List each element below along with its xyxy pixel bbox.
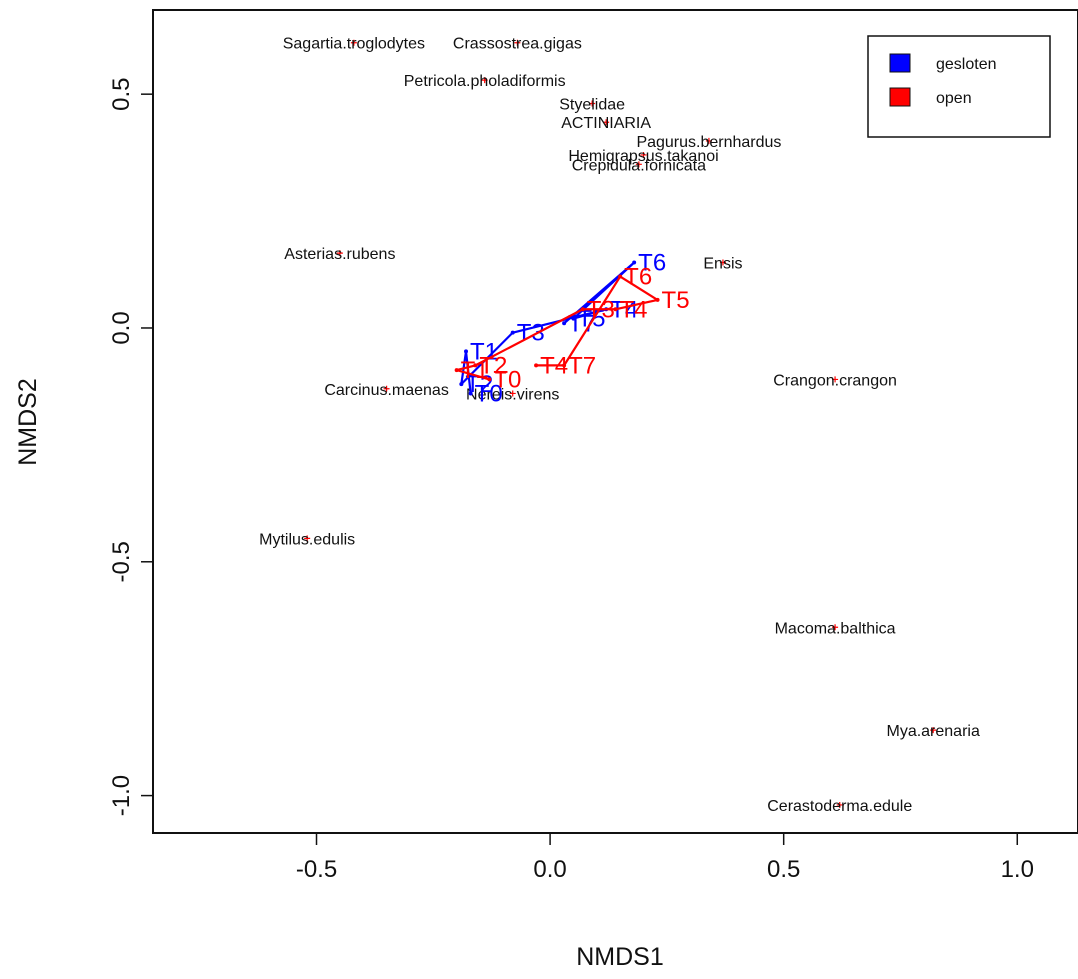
y-tick-label: -1.0 <box>108 775 135 816</box>
species-point <box>635 161 642 168</box>
series-point <box>510 330 515 335</box>
time-label: T0 <box>493 366 521 393</box>
species-point <box>304 535 311 542</box>
species-label: ACTINIARIA <box>561 115 651 132</box>
species-point <box>719 259 726 266</box>
time-label: T4 <box>620 296 648 323</box>
x-tick-label: 0.5 <box>767 856 800 883</box>
species-label: Sagartia.troglodytes <box>283 36 425 53</box>
species-point <box>336 250 343 257</box>
species-point <box>640 151 647 158</box>
time-label: T1 <box>461 357 489 384</box>
species-point <box>383 385 390 392</box>
series-point <box>618 274 623 279</box>
series-point <box>613 307 618 312</box>
y-tick-label: 0.5 <box>108 77 135 110</box>
time-label: T7 <box>568 352 596 379</box>
species-label: Crassostrea.gigas <box>453 36 582 53</box>
series-point <box>571 316 576 321</box>
species-point <box>705 137 712 144</box>
legend-swatch-open <box>889 87 911 107</box>
time-label: T0 <box>475 380 503 407</box>
time-label: T6 <box>624 264 652 291</box>
legend-swatch-gesloten <box>889 53 911 73</box>
x-tick-label: 0.0 <box>533 856 566 883</box>
series-point <box>454 368 459 373</box>
legend-label: open <box>936 90 972 107</box>
species-label: Mya.arenaria <box>886 723 979 740</box>
time-label: T3 <box>587 296 615 323</box>
series-point <box>562 363 567 368</box>
plot-frame <box>152 9 1078 834</box>
species-layer: Sagartia.troglodytes Crassostrea.gigas Pet… <box>259 36 980 815</box>
series-point <box>459 382 464 387</box>
species-point <box>836 801 843 808</box>
species-label: Asterias.rubens <box>284 246 395 263</box>
series-point <box>580 307 585 312</box>
species-point <box>930 727 937 734</box>
species-label: Carcinus.maenas <box>324 382 449 399</box>
species-label: Hemigrapsus.takanoi <box>568 148 718 165</box>
species-label: Cerastoderma.edule <box>767 798 912 815</box>
legend: gesloten open <box>867 35 1051 138</box>
series-point <box>464 349 469 354</box>
series-point <box>562 321 567 326</box>
species-point <box>832 376 839 383</box>
series-point <box>632 260 637 265</box>
species-point <box>603 119 610 126</box>
species-label: Macoma.balthica <box>775 620 896 637</box>
series-point <box>473 363 478 368</box>
species-point <box>514 39 521 46</box>
species-point <box>832 624 839 631</box>
time-label: T6 <box>638 250 666 277</box>
time-label: T4 <box>540 352 568 379</box>
series-point <box>487 377 492 382</box>
species-point <box>589 100 596 107</box>
species-point <box>481 77 488 84</box>
species-label: Crangon.crangon <box>773 372 897 389</box>
legend-box <box>867 35 1051 138</box>
species-label: Ensis <box>703 256 742 273</box>
y-tick-label: -0.5 <box>108 541 135 582</box>
x-tick-label: 1.0 <box>1001 856 1034 883</box>
species-label: Petricola.pholadiformis <box>404 73 566 90</box>
time-label: T5 <box>662 287 690 314</box>
y-tick-label: 0.0 <box>108 311 135 344</box>
species-point <box>509 390 516 397</box>
time-label: T2 <box>479 352 507 379</box>
x-axis: -0.5 0.0 0.5 1.0 <box>296 833 1034 883</box>
x-axis-title: NMDS1 <box>576 943 664 971</box>
species-label: Nereis.virens <box>466 386 559 403</box>
species-label: Mytilus.edulis <box>259 531 355 548</box>
y-axis: -1.0 -0.5 0.0 0.5 <box>108 77 153 816</box>
legend-label: gesloten <box>936 56 997 73</box>
series-point <box>468 391 473 396</box>
species-point <box>350 39 357 46</box>
species-label: Pagurus.bernhardus <box>636 134 781 151</box>
species-label: Crepidula.fornicata <box>572 157 706 174</box>
x-tick-label: -0.5 <box>296 856 337 883</box>
series-point <box>655 297 660 302</box>
series-point <box>534 363 539 368</box>
y-axis-title: NMDS2 <box>14 378 42 466</box>
species-label: Styelidae <box>559 97 625 114</box>
